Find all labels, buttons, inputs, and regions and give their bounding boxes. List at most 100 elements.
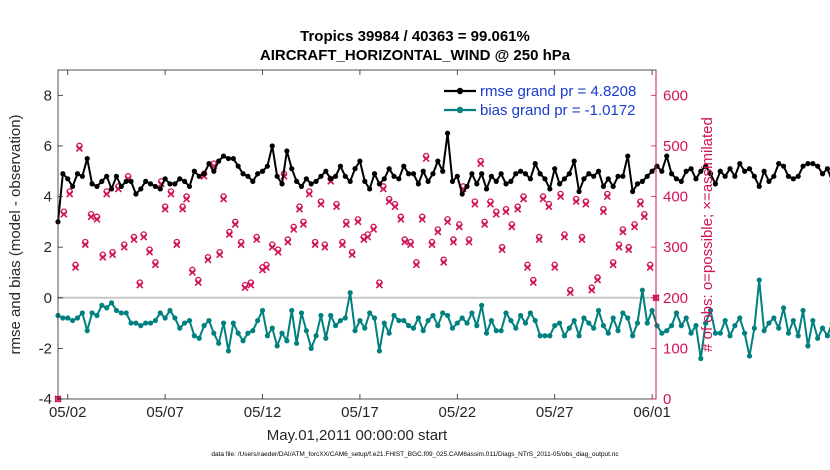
rmse-point <box>74 171 81 177</box>
x-tick-label: 05/07 <box>146 404 184 421</box>
obs-assimilated-stroke <box>407 241 415 249</box>
bias-point <box>118 310 124 316</box>
bias-point <box>225 348 232 354</box>
bias-point <box>459 315 465 321</box>
obs-assimilated-marker <box>321 243 329 251</box>
obs-assimilated-stroke <box>375 281 383 289</box>
bias-point <box>722 317 728 324</box>
obs-assimilated-marker <box>412 261 420 269</box>
rmse-point <box>323 168 329 174</box>
bias-point <box>498 328 504 334</box>
bias-point <box>673 310 680 316</box>
obs-assimilated-marker <box>369 225 378 234</box>
bias-point <box>576 333 582 339</box>
bias-point <box>634 320 641 326</box>
bias-point <box>303 328 309 334</box>
rmse-point <box>220 153 227 159</box>
bias-point <box>264 333 270 339</box>
bias-point <box>678 323 684 329</box>
obs-assimilated-stroke <box>519 195 528 203</box>
tick-group: 05/02 05/07 05/12 05/17 05/22 05/27 06/01 -4 -2 0… <box>39 70 688 421</box>
obs-assimilated-stroke <box>588 286 596 294</box>
rmse-point <box>352 166 358 172</box>
bias-point <box>425 317 431 324</box>
obs-assimilated-stroke <box>93 215 101 223</box>
rmse-point <box>289 166 295 172</box>
obs-assimilated-marker <box>502 208 510 216</box>
obs-assimilated-marker <box>360 235 368 244</box>
bias-point <box>552 323 558 329</box>
bias-point <box>318 312 324 319</box>
rmse-point <box>357 158 363 164</box>
bias-point <box>508 317 514 324</box>
legend: rmse grand pr = 4.8208 bias grand pr = -… <box>440 80 650 122</box>
obs-assimilated-stroke <box>290 225 298 234</box>
obs-assimilated-marker <box>364 233 372 241</box>
rmse-point <box>303 176 309 182</box>
bias-point <box>367 310 373 316</box>
y-right-tick-label: 600 <box>663 87 688 104</box>
obs-assimilated-stroke <box>465 238 473 246</box>
bias-point <box>376 348 383 354</box>
obs-assimilated-marker <box>529 279 537 287</box>
rmse-point <box>259 168 266 174</box>
rmse-point <box>698 168 704 174</box>
obs-assimilated-marker <box>422 155 430 163</box>
rmse-point <box>123 178 129 184</box>
rmse-point <box>756 183 762 190</box>
bias-point <box>449 325 456 331</box>
obs-assimilated-stroke <box>284 238 292 246</box>
bias-point <box>518 312 524 319</box>
obs-assimilated-stroke <box>440 258 448 266</box>
bias-point <box>352 328 358 334</box>
rmse-point <box>108 186 115 192</box>
obs-assimilated-stroke <box>173 241 181 249</box>
obs-assimilated-marker <box>498 246 506 254</box>
obs-assimilated-stroke <box>204 256 212 264</box>
obs-assimilated-stroke <box>379 185 387 193</box>
rmse-point <box>805 161 811 167</box>
rmse-point <box>498 171 504 177</box>
bias-point <box>430 312 436 319</box>
bias-point <box>493 328 499 334</box>
obs-assimilated-stroke <box>145 248 154 256</box>
rmse-point <box>206 161 212 167</box>
bias-point <box>294 340 300 346</box>
rmse-point <box>332 173 339 179</box>
bias-point <box>746 353 753 359</box>
rmse-point <box>668 171 675 177</box>
obs-assimilated-marker <box>578 235 586 244</box>
bias-point <box>337 317 344 324</box>
obs-assimilated-marker <box>514 205 522 213</box>
bias-point <box>630 333 636 339</box>
bias-point <box>230 320 236 326</box>
bias-point <box>191 333 197 339</box>
obs-assimilated-marker <box>556 192 565 201</box>
obs-assimilated-marker <box>535 235 543 244</box>
obs-assimilated-stroke <box>619 228 627 236</box>
obs-assimilated-marker <box>167 190 175 198</box>
rmse-point <box>761 168 767 174</box>
obs-assimilated-stroke <box>262 263 270 271</box>
rmse-point <box>693 176 699 182</box>
obs-assimilated-marker <box>625 246 633 254</box>
rmse-point <box>630 188 636 195</box>
obs-assimilated-marker <box>60 210 68 218</box>
obs-assimilated-marker <box>173 241 181 249</box>
obs-assimilated-marker <box>354 218 362 226</box>
obs-assimilated-marker <box>444 218 452 226</box>
obs-assimilated-marker <box>519 195 528 203</box>
rmse-point <box>610 183 616 190</box>
rmse-point <box>406 171 412 177</box>
bias-point <box>785 330 792 336</box>
obs-assimilated-stroke <box>151 261 159 269</box>
bias-point <box>89 310 95 316</box>
rmse-point <box>503 181 509 187</box>
bias-point <box>235 330 241 336</box>
bias-point <box>571 317 577 324</box>
bias-point <box>420 328 426 334</box>
obs-assimilated-marker <box>401 238 409 246</box>
obs-assimilated-stroke <box>529 279 537 287</box>
obs-assimilated-marker <box>120 243 128 251</box>
rmse-point <box>483 186 490 192</box>
